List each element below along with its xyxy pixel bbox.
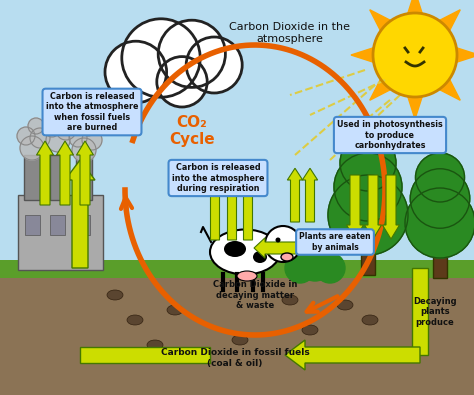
Circle shape [405,188,474,258]
Polygon shape [456,48,474,62]
Circle shape [158,20,226,87]
Polygon shape [370,79,391,100]
Bar [0,0,474,270]
Text: Used in photosynthesis
to produce
carbonhydrates: Used in photosynthesis to produce carbon… [337,120,443,150]
Circle shape [265,226,301,262]
Polygon shape [370,10,391,31]
FancyArrow shape [346,175,364,239]
Circle shape [80,120,96,136]
FancyArrow shape [302,168,318,222]
FancyArrow shape [412,268,428,355]
Ellipse shape [210,229,280,275]
Circle shape [334,153,402,221]
Circle shape [416,153,465,202]
Ellipse shape [127,315,143,325]
Text: Carbon is released
into the atmosphere
when fossil fuels
are burned: Carbon is released into the atmosphere w… [46,92,138,132]
Polygon shape [351,48,374,62]
FancyArrow shape [365,175,382,239]
Bar [24,155,40,200]
Polygon shape [408,0,422,14]
Circle shape [328,175,408,255]
Circle shape [373,13,457,97]
Bar [0,270,474,395]
Bar [75,215,90,235]
Polygon shape [408,96,422,119]
Bar [76,155,92,200]
FancyArrow shape [287,168,303,222]
Circle shape [72,138,96,162]
FancyArrow shape [254,238,320,258]
Circle shape [105,41,166,103]
Bar [50,155,66,200]
Ellipse shape [281,253,293,261]
Ellipse shape [302,325,318,335]
Circle shape [69,129,87,147]
Polygon shape [439,10,460,31]
Ellipse shape [362,315,378,325]
FancyArrow shape [285,340,420,370]
Text: Plants are eaten
by animals: Plants are eaten by animals [299,232,371,252]
Text: Carbon Dioxide in
decaying matter
& waste: Carbon Dioxide in decaying matter & wast… [213,280,297,310]
FancyArrow shape [207,182,223,240]
Text: Carbon Dioxide in fossil fuels
(coal & oil): Carbon Dioxide in fossil fuels (coal & o… [161,348,310,368]
Circle shape [186,37,242,93]
Bar [18,195,103,270]
Ellipse shape [232,335,248,345]
Circle shape [315,253,345,283]
Ellipse shape [107,290,123,300]
FancyArrow shape [80,347,210,363]
Circle shape [285,253,315,283]
FancyArrow shape [240,182,255,240]
FancyArrow shape [383,175,400,239]
Bar [25,215,40,235]
Circle shape [43,119,61,137]
Ellipse shape [253,251,267,263]
Polygon shape [439,79,460,100]
Circle shape [275,237,281,243]
Ellipse shape [237,271,257,281]
Text: Carbon is released
into the atmosphere
during respiration: Carbon is released into the atmosphere d… [172,163,264,193]
Circle shape [340,135,396,191]
Circle shape [82,130,102,150]
FancyArrow shape [65,160,95,268]
Bar [50,215,65,235]
Ellipse shape [282,295,298,305]
Circle shape [20,136,44,160]
Circle shape [157,56,207,107]
Circle shape [46,128,70,152]
Circle shape [410,169,470,228]
Bar [433,223,447,278]
Circle shape [30,128,50,148]
FancyArrow shape [56,141,73,205]
Ellipse shape [337,300,353,310]
FancyArrow shape [36,141,54,205]
Ellipse shape [167,305,183,315]
Circle shape [28,118,44,134]
Circle shape [17,127,35,145]
Text: Carbon Dioxide in the
atmosphere: Carbon Dioxide in the atmosphere [229,22,350,43]
Ellipse shape [224,241,246,257]
Circle shape [122,19,200,97]
Bar [361,215,375,275]
Text: CO₂
Cycle: CO₂ Cycle [169,115,215,147]
Text: Decaying
plants
produce: Decaying plants produce [413,297,457,327]
Circle shape [56,120,76,140]
FancyArrow shape [76,141,93,205]
Circle shape [297,245,333,281]
FancyArrow shape [224,182,240,240]
Bar [0,260,474,278]
Ellipse shape [147,340,163,350]
Circle shape [54,110,70,126]
